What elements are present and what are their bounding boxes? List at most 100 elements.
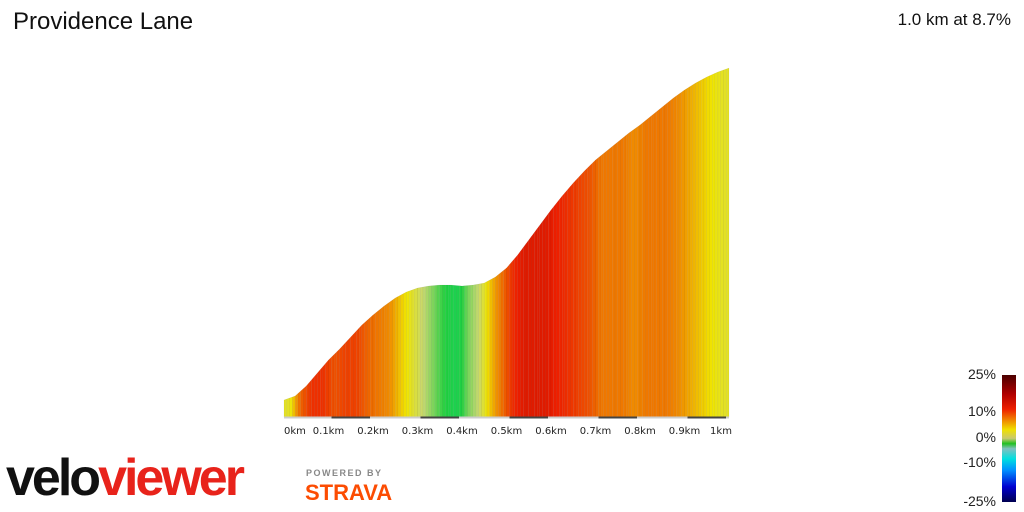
profile-segment[interactable] bbox=[689, 84, 694, 418]
profile-segment[interactable] bbox=[417, 287, 421, 418]
profile-segment[interactable] bbox=[545, 212, 549, 418]
profile-segment[interactable] bbox=[386, 301, 390, 418]
profile-segment[interactable] bbox=[664, 101, 669, 418]
profile-segment[interactable] bbox=[445, 284, 449, 418]
profile-segment[interactable] bbox=[634, 126, 638, 418]
profile-segment[interactable] bbox=[553, 202, 557, 418]
profile-segment[interactable] bbox=[598, 154, 602, 418]
profile-segment[interactable] bbox=[600, 152, 605, 418]
profile-segment[interactable] bbox=[439, 284, 443, 418]
profile-segment[interactable] bbox=[703, 76, 707, 418]
profile-segment[interactable] bbox=[556, 198, 560, 418]
profile-segment[interactable] bbox=[509, 260, 513, 418]
profile-segment[interactable] bbox=[461, 285, 466, 418]
profile-segment[interactable] bbox=[692, 82, 696, 418]
profile-segment[interactable] bbox=[670, 97, 674, 418]
profile-segment[interactable] bbox=[425, 285, 429, 418]
profile-segment[interactable] bbox=[375, 309, 379, 418]
profile-segment[interactable] bbox=[709, 74, 713, 418]
profile-segment[interactable] bbox=[500, 269, 504, 418]
profile-segment[interactable] bbox=[456, 285, 460, 418]
profile-segment[interactable] bbox=[436, 284, 440, 418]
profile-segment[interactable] bbox=[433, 284, 438, 418]
strava-logo[interactable]: STRAVA bbox=[305, 480, 393, 505]
profile-segment[interactable] bbox=[506, 264, 510, 418]
profile-segment[interactable] bbox=[350, 333, 354, 418]
profile-segment[interactable] bbox=[650, 113, 655, 418]
profile-segment[interactable] bbox=[712, 72, 716, 418]
profile-segment[interactable] bbox=[620, 136, 624, 418]
profile-segment[interactable] bbox=[342, 342, 346, 418]
profile-segment[interactable] bbox=[609, 145, 613, 418]
profile-segment[interactable] bbox=[489, 278, 493, 418]
profile-segment[interactable] bbox=[520, 246, 524, 418]
profile-segment[interactable] bbox=[720, 69, 724, 418]
profile-segment[interactable] bbox=[567, 185, 571, 418]
profile-segment[interactable] bbox=[614, 141, 618, 418]
profile-segment[interactable] bbox=[667, 99, 671, 418]
profile-segment[interactable] bbox=[662, 104, 666, 418]
profile-segment[interactable] bbox=[639, 122, 644, 418]
profile-segment[interactable] bbox=[283, 398, 288, 418]
profile-segment[interactable] bbox=[369, 314, 374, 418]
profile-segment[interactable] bbox=[603, 150, 607, 418]
profile-segment[interactable] bbox=[428, 285, 432, 418]
profile-segment[interactable] bbox=[325, 359, 329, 418]
profile-segment[interactable] bbox=[372, 312, 377, 418]
profile-segment[interactable] bbox=[431, 285, 435, 418]
profile-segment[interactable] bbox=[625, 132, 630, 418]
profile-segment[interactable] bbox=[570, 182, 574, 418]
profile-segment[interactable] bbox=[414, 287, 418, 418]
profile-segment[interactable] bbox=[656, 108, 660, 418]
profile-segment[interactable] bbox=[628, 130, 632, 418]
profile-segment[interactable] bbox=[478, 283, 482, 418]
profile-segment[interactable] bbox=[356, 327, 360, 418]
profile-segment[interactable] bbox=[681, 89, 685, 418]
profile-segment[interactable] bbox=[522, 242, 527, 418]
profile-segment[interactable] bbox=[378, 307, 382, 418]
profile-segment[interactable] bbox=[331, 353, 335, 418]
profile-segment[interactable] bbox=[328, 356, 332, 418]
profile-segment[interactable] bbox=[447, 284, 452, 418]
profile-segment[interactable] bbox=[420, 286, 424, 418]
profile-segment[interactable] bbox=[623, 134, 627, 418]
profile-segment[interactable] bbox=[642, 119, 646, 418]
profile-segment[interactable] bbox=[297, 390, 301, 418]
profile-segment[interactable] bbox=[611, 143, 616, 418]
profile-segment[interactable] bbox=[492, 276, 496, 418]
profile-segment[interactable] bbox=[286, 397, 290, 418]
profile-segment[interactable] bbox=[300, 387, 304, 418]
profile-segment[interactable] bbox=[528, 235, 532, 418]
profile-segment[interactable] bbox=[534, 227, 538, 418]
profile-segment[interactable] bbox=[684, 87, 688, 418]
profile-segment[interactable] bbox=[484, 281, 488, 418]
profile-segment[interactable] bbox=[475, 283, 479, 418]
profile-segment[interactable] bbox=[589, 162, 593, 418]
profile-segment[interactable] bbox=[531, 231, 535, 418]
profile-segment[interactable] bbox=[517, 250, 521, 418]
profile-segment[interactable] bbox=[389, 299, 393, 418]
profile-segment[interactable] bbox=[550, 205, 555, 418]
profile-segment[interactable] bbox=[584, 167, 588, 418]
profile-segment[interactable] bbox=[559, 195, 563, 418]
profile-segment[interactable] bbox=[636, 124, 641, 418]
profile-segment[interactable] bbox=[450, 284, 454, 418]
profile-segment[interactable] bbox=[648, 115, 652, 418]
profile-segment[interactable] bbox=[400, 293, 404, 418]
profile-segment[interactable] bbox=[486, 279, 491, 418]
profile-segment[interactable] bbox=[364, 319, 368, 418]
profile-segment[interactable] bbox=[673, 95, 677, 418]
profile-segment[interactable] bbox=[659, 106, 663, 418]
profile-segment[interactable] bbox=[311, 375, 315, 418]
profile-segment[interactable] bbox=[339, 345, 343, 418]
profile-segment[interactable] bbox=[333, 351, 338, 418]
profile-segment[interactable] bbox=[322, 362, 326, 418]
profile-segment[interactable] bbox=[514, 254, 518, 418]
profile-segment[interactable] bbox=[411, 288, 415, 418]
profile-segment[interactable] bbox=[581, 170, 585, 418]
profile-segment[interactable] bbox=[422, 286, 427, 418]
profile-segment[interactable] bbox=[575, 176, 580, 418]
profile-segment[interactable] bbox=[578, 173, 582, 418]
profile-segment[interactable] bbox=[314, 372, 318, 418]
profile-segment[interactable] bbox=[361, 321, 365, 418]
